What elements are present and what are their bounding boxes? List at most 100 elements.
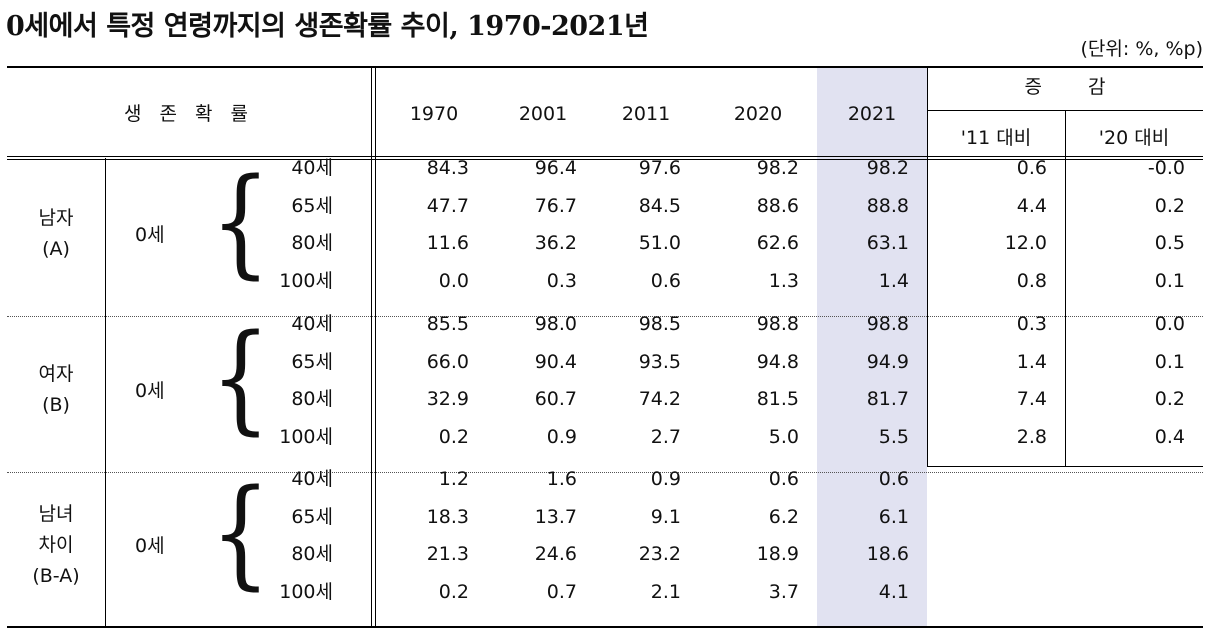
change-cell: 7.4 <box>1016 388 1047 410</box>
value-cell: 81.7 <box>866 388 909 410</box>
age-label: 65세 <box>291 194 333 217</box>
age-label: 40세 <box>291 313 333 335</box>
group-label-line: 남자 <box>38 207 74 229</box>
value-cell: 0.0 <box>438 269 469 292</box>
value-cell: 0.3 <box>546 269 577 292</box>
value-cell: 0.7 <box>546 580 577 603</box>
change-cell: 0.2 <box>1154 194 1185 217</box>
value-cell: 5.5 <box>878 425 909 448</box>
group-divider-1 <box>7 316 1203 317</box>
group-label-line: 여자 <box>38 363 74 385</box>
value-cell: 51.0 <box>638 232 681 254</box>
change-cell: 4.4 <box>1016 194 1047 217</box>
value-cell: 18.3 <box>426 505 469 528</box>
group-label-line: (B) <box>42 394 70 416</box>
value-cell: 3.7 <box>768 580 799 603</box>
change-cell: 0.1 <box>1154 350 1185 373</box>
value-cell: 6.1 <box>878 505 909 528</box>
base-age-label: 0세 <box>135 224 165 246</box>
double-divider-b <box>375 66 376 627</box>
base-age-label: 0세 <box>135 380 165 402</box>
change-cell: 0.8 <box>1016 269 1047 292</box>
value-cell: 47.7 <box>426 194 469 217</box>
age-label: 40세 <box>291 468 333 490</box>
top-border <box>7 66 1203 68</box>
double-divider-a <box>371 66 372 627</box>
value-cell: 88.6 <box>756 194 799 217</box>
value-cell: 21.3 <box>426 543 469 565</box>
change-cell: 0.6 <box>1016 157 1047 179</box>
value-cell: 97.6 <box>638 157 681 179</box>
value-cell: 85.5 <box>426 313 469 335</box>
group-label-line: 차이 <box>38 533 74 556</box>
change-bottom-rule-2 <box>927 466 1065 467</box>
change-cell: 2.8 <box>1016 425 1047 448</box>
value-cell: 81.5 <box>756 388 799 410</box>
change-cell: 12.0 <box>1004 232 1047 254</box>
header-year-2001: 2001 <box>518 103 568 125</box>
group-label-line: (B-A) <box>32 564 80 587</box>
page-title: 0세에서 특정 연령까지의 생존확률 추이, 1970-2021년 <box>6 11 649 42</box>
value-cell: 63.1 <box>866 232 909 254</box>
value-cell: 84.5 <box>638 194 681 217</box>
header-year-2020: 2020 <box>733 103 783 125</box>
value-cell: 98.5 <box>638 313 681 335</box>
age-label: 65세 <box>291 350 333 373</box>
change-cell: 0.4 <box>1154 425 1185 448</box>
value-cell: 36.2 <box>534 232 577 254</box>
change-cell: 1.4 <box>1016 350 1047 373</box>
value-cell: 0.2 <box>438 580 469 603</box>
header-label: 생 존 확 률 <box>123 103 255 125</box>
age-label: 40세 <box>291 157 333 179</box>
age-label: 100세 <box>279 580 333 603</box>
change-cell: -0.0 <box>1147 157 1185 179</box>
header-bottom-rule-2 <box>7 159 1203 160</box>
curly-brace-icon: { <box>210 463 271 601</box>
header-change-2011: '11 대비 <box>960 127 1032 149</box>
value-cell: 18.6 <box>866 543 909 565</box>
value-cell: 0.6 <box>878 468 909 490</box>
age-label: 80세 <box>291 543 333 565</box>
change-bottom-rule <box>1065 466 1203 467</box>
age-label: 100세 <box>279 269 333 292</box>
header-year-2011: 2011 <box>621 103 671 125</box>
group-label-line: (A) <box>42 238 70 260</box>
value-cell: 66.0 <box>426 350 469 373</box>
curly-brace-icon: { <box>210 152 271 290</box>
value-cell: 98.2 <box>866 157 909 179</box>
change-cell: 0.2 <box>1154 388 1185 410</box>
change-cell: 0.0 <box>1154 313 1185 335</box>
age-label: 65세 <box>291 505 333 528</box>
header-change: 증 감 <box>1024 76 1106 98</box>
change-sub-divider <box>1065 110 1066 466</box>
value-cell: 0.6 <box>650 269 681 292</box>
value-cell: 98.8 <box>756 313 799 335</box>
value-cell: 62.6 <box>756 232 799 254</box>
unit-label: (단위: %, %p) <box>1080 38 1203 60</box>
value-cell: 76.7 <box>534 194 577 217</box>
value-cell: 0.2 <box>438 425 469 448</box>
value-cell: 1.6 <box>546 468 577 490</box>
group-label-divider <box>105 158 106 627</box>
change-cell: 0.1 <box>1154 269 1185 292</box>
value-cell: 94.8 <box>756 350 799 373</box>
value-cell: 13.7 <box>534 505 577 528</box>
value-cell: 98.8 <box>866 313 909 335</box>
value-cell: 0.9 <box>650 468 681 490</box>
header-bottom-rule <box>7 156 1203 157</box>
header-change-2020: '20 대비 <box>1098 127 1170 149</box>
header-year-1970: 1970 <box>409 103 459 125</box>
value-cell: 94.9 <box>866 350 909 373</box>
value-cell: 2.1 <box>650 580 681 603</box>
value-cell: 4.1 <box>878 580 909 603</box>
value-cell: 18.9 <box>756 543 799 565</box>
base-age-label: 0세 <box>135 535 165 557</box>
value-cell: 1.4 <box>878 269 909 292</box>
value-cell: 5.0 <box>768 425 799 448</box>
value-cell: 9.1 <box>650 505 681 528</box>
header-year-2021: 2021 <box>847 103 897 125</box>
curly-brace-icon: { <box>210 308 271 446</box>
value-cell: 74.2 <box>638 388 681 410</box>
age-label: 80세 <box>291 232 333 254</box>
value-cell: 90.4 <box>534 350 577 373</box>
